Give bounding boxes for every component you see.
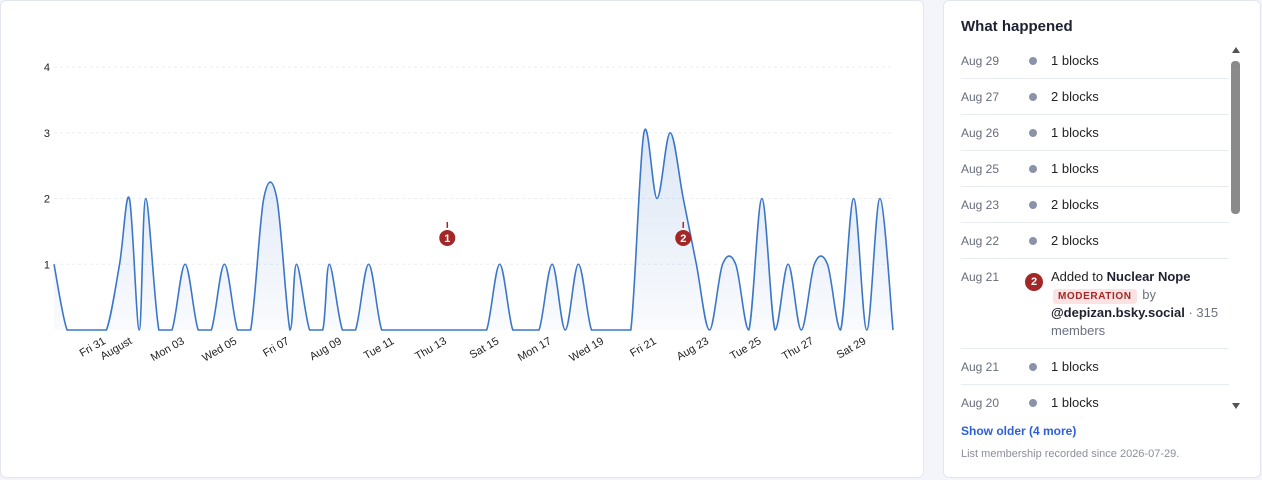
panel-title: What happened <box>961 18 1073 35</box>
event-row: Aug 25 1 blocks <box>961 151 1229 187</box>
series-line <box>53 128 894 331</box>
event-row: Aug 27 2 blocks <box>961 79 1229 115</box>
event-date: Aug 20 <box>961 396 1000 410</box>
event-row: Aug 23 2 blocks <box>961 187 1229 223</box>
event-dot-icon <box>1029 165 1037 173</box>
x-tick-label: Wed 19 <box>567 335 606 364</box>
event-date: Aug 21 <box>961 360 1000 374</box>
y-tick-label: 3 <box>44 128 50 140</box>
event-dot-icon <box>1029 237 1037 245</box>
event-text: 1 blocks <box>1051 125 1099 140</box>
scroll-up-icon[interactable] <box>1232 47 1240 53</box>
y-tick-label: 2 <box>44 194 50 206</box>
event-text: 1 blocks <box>1051 359 1099 374</box>
series-area <box>54 129 893 330</box>
event-row: Aug 26 1 blocks <box>961 115 1229 151</box>
event-row-list-added: Aug 21 2 Added to Nuclear Nope MODERATIO… <box>961 259 1229 349</box>
event-row: Aug 21 1 blocks <box>961 349 1229 385</box>
scroll-down-icon[interactable] <box>1232 403 1240 409</box>
scroll-thumb[interactable] <box>1231 61 1240 214</box>
y-tick-label: 4 <box>44 62 50 74</box>
event-dot-icon <box>1029 57 1037 65</box>
event-date: Aug 25 <box>961 162 1000 176</box>
what-happened-panel: What happened Aug 29 1 blocks Aug 27 2 b… <box>943 0 1261 478</box>
event-dot-icon <box>1029 201 1037 209</box>
list-badge-icon: 2 <box>1025 273 1043 291</box>
event-date: Aug 29 <box>961 54 1000 68</box>
moderation-tag: MODERATION <box>1053 289 1137 304</box>
membership-footnote: List membership recorded since 2026-07-2… <box>961 448 1180 460</box>
x-tick-label: Fri 07 <box>261 335 291 359</box>
event-row: Aug 22 2 blocks <box>961 223 1229 259</box>
list-name-link[interactable]: Nuclear Nope <box>1106 269 1191 284</box>
y-tick-label: 1 <box>44 259 50 271</box>
show-older-link[interactable]: Show older (4 more) <box>961 424 1077 438</box>
event-text: 2 blocks <box>1051 89 1099 104</box>
event-date: Aug 27 <box>961 90 1000 104</box>
x-tick-label: Aug 23 <box>675 335 711 363</box>
x-tick-label: Sat 29 <box>835 335 869 361</box>
event-date: Aug 26 <box>961 126 1000 140</box>
x-tick-label: Aug 09 <box>308 335 344 363</box>
event-list[interactable]: Aug 29 1 blocks Aug 27 2 blocks Aug 26 1… <box>961 43 1229 411</box>
event-date: Aug 23 <box>961 198 1000 212</box>
chart-card: 1 2 3 4 Fri 31 August Mon 03 Wed 05 Fri 07 Aug 09… <box>0 0 924 478</box>
event-marker-icon <box>675 229 692 246</box>
x-tick-label: Fri 21 <box>628 335 658 359</box>
x-tick-label: Mon 03 <box>149 335 187 364</box>
list-scrollbar[interactable] <box>1231 43 1241 411</box>
event-marker-label: 1 <box>444 233 450 245</box>
event-text: 2 blocks <box>1051 233 1099 248</box>
event-row: Aug 20 1 blocks <box>961 385 1229 411</box>
x-tick-label: Tue 25 <box>728 335 763 362</box>
handle-link[interactable]: @depizan.bsky.social <box>1051 305 1185 320</box>
event-text: 1 blocks <box>1051 395 1099 410</box>
event-date: Aug 22 <box>961 234 1000 248</box>
event-by: by <box>1142 287 1156 302</box>
event-row: Aug 29 1 blocks <box>961 43 1229 79</box>
event-dot-icon <box>1029 399 1037 407</box>
event-text: 2 blocks <box>1051 197 1099 212</box>
event-dot-icon <box>1029 363 1037 371</box>
event-prefix: Added to <box>1051 269 1104 284</box>
event-marker-icon <box>439 229 456 246</box>
x-tick-label: Sat 15 <box>468 335 502 361</box>
member-count: · 315 members <box>1051 305 1219 338</box>
x-tick-label: Thu 27 <box>780 335 816 363</box>
event-dot-icon <box>1029 129 1037 137</box>
x-tick-label: Wed 05 <box>200 335 239 364</box>
x-tick-label: Mon 17 <box>516 335 554 364</box>
event-marker-label: 2 <box>680 233 686 245</box>
x-tick-label: Thu 13 <box>413 335 449 363</box>
x-tick-label: Tue 11 <box>362 335 397 362</box>
event-date: Aug 21 <box>961 270 1000 284</box>
event-text: 1 blocks <box>1051 53 1099 68</box>
event-text: 1 blocks <box>1051 161 1099 176</box>
event-dot-icon <box>1029 93 1037 101</box>
event-text: Added to Nuclear Nope MODERATION by @dep… <box>1051 268 1229 340</box>
